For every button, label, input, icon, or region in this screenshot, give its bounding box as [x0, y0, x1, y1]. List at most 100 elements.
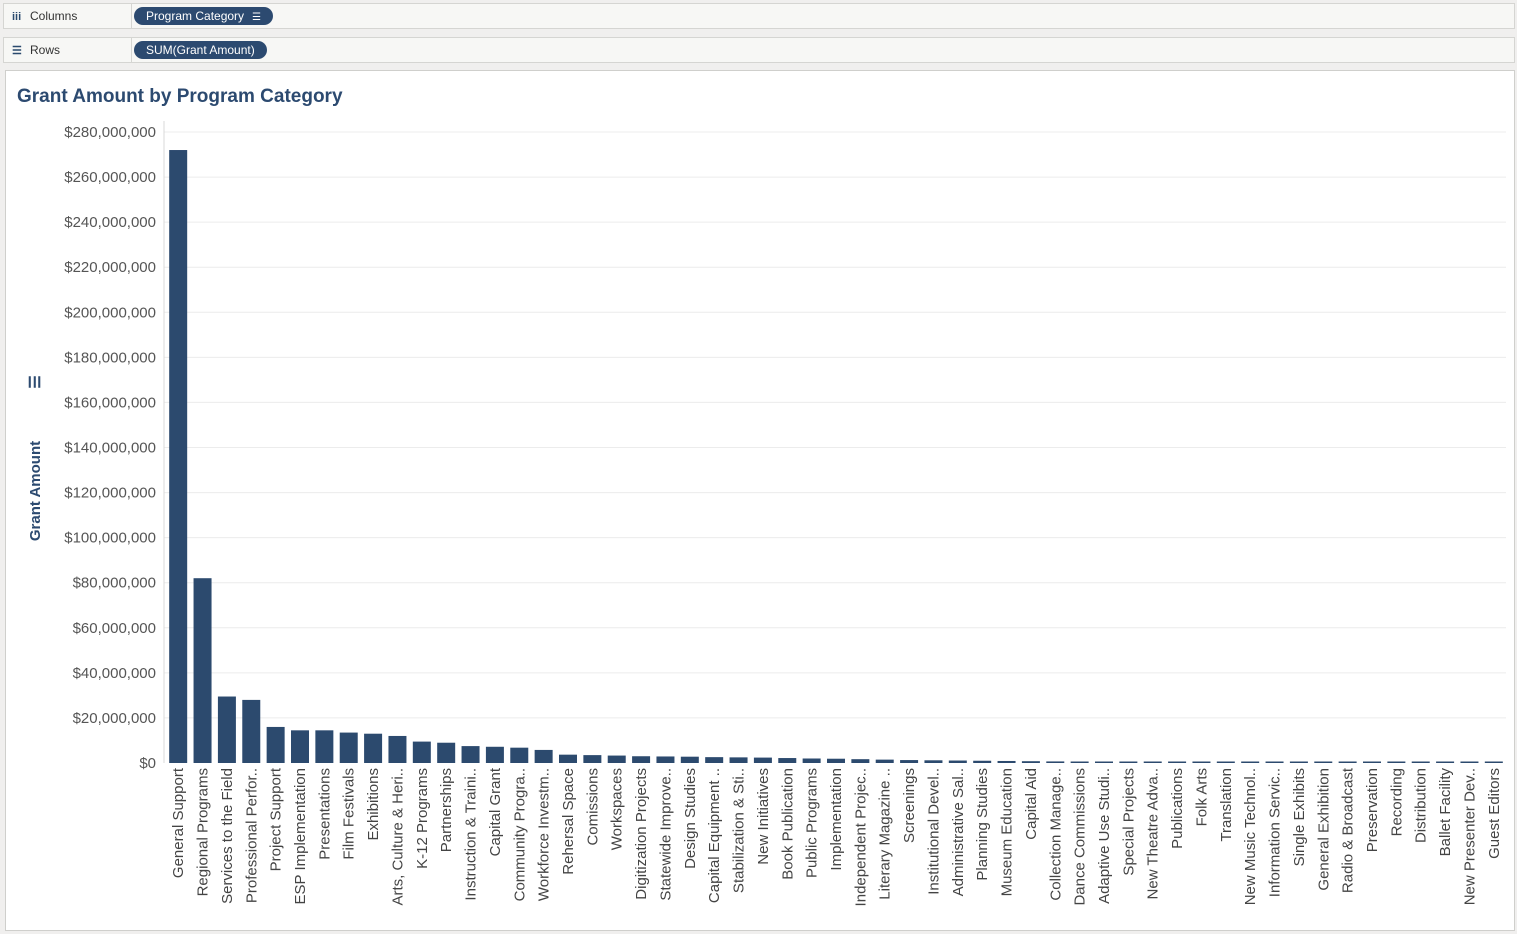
- bar: [778, 758, 797, 763]
- bar: [948, 760, 967, 763]
- x-tick-label: Single Exhibits: [1291, 768, 1308, 866]
- program-category-pill[interactable]: Program Category ☰: [134, 7, 274, 25]
- bar: [1265, 761, 1284, 763]
- rows-icon: ☰: [12, 45, 22, 57]
- bar: [339, 732, 358, 763]
- x-tick-label: Ballet Facility: [1437, 768, 1454, 857]
- x-tick-label: Information Servic..: [1267, 768, 1284, 897]
- x-tick-label: Translation: [1218, 768, 1235, 842]
- y-tick-label: $40,000,000: [73, 665, 156, 682]
- bar: [1241, 761, 1260, 763]
- x-tick-label: Planning Studies: [974, 768, 991, 881]
- bar: [997, 760, 1016, 763]
- y-tick-label: $160,000,000: [64, 394, 156, 411]
- x-tick-label: Guest Editors: [1486, 768, 1503, 859]
- bar: [1460, 761, 1479, 763]
- x-tick-label: Arts, Culture & Heri..: [389, 768, 406, 906]
- bar: [1484, 761, 1503, 763]
- x-tick-label: Distribution: [1413, 768, 1430, 843]
- bar: [510, 747, 529, 763]
- x-tick-label: Literary Magazine ..: [877, 768, 894, 900]
- bar: [1289, 761, 1308, 763]
- bar: [705, 757, 724, 763]
- bar: [485, 746, 504, 763]
- bar: [1338, 761, 1357, 763]
- sum-grant-amount-pill[interactable]: SUM(Grant Amount): [134, 41, 267, 59]
- bar: [559, 754, 577, 763]
- y-tick-label: $80,000,000: [73, 575, 156, 592]
- bar: [193, 578, 212, 763]
- columns-shelf-label: iii Columns: [12, 4, 77, 28]
- y-tick-label: $60,000,000: [73, 620, 156, 637]
- y-tick-label: $20,000,000: [73, 710, 156, 727]
- bar: [753, 757, 772, 763]
- y-tick-label: $260,000,000: [64, 169, 156, 186]
- x-tick-label: Preservation: [1364, 768, 1381, 852]
- x-tick-label: Digitization Projects: [633, 768, 650, 900]
- y-sort-icon: ☰: [27, 375, 44, 388]
- x-tick-label: Capital Equipment ..: [706, 768, 723, 903]
- x-tick-label: New Initiatives: [755, 768, 772, 865]
- x-tick-label: Recording: [1388, 768, 1405, 836]
- bar: [827, 758, 845, 763]
- columns-shelf: iii Columns Program Category ☰: [3, 3, 1515, 29]
- bar: [291, 730, 309, 763]
- x-tick-label: Implementation: [828, 768, 845, 871]
- shelf-divider: [131, 38, 132, 62]
- x-tick-label: ESP Implementation: [292, 768, 309, 904]
- bar: [1070, 761, 1089, 763]
- bar: [656, 756, 675, 763]
- x-tick-label: Administrative Sal..: [950, 768, 967, 896]
- x-tick-label: Instruction & Traini..: [463, 768, 480, 901]
- bar: [875, 759, 894, 763]
- bar: [388, 735, 407, 763]
- bar: [266, 726, 285, 763]
- x-tick-label: Book Publication: [779, 768, 796, 880]
- bar: [169, 150, 188, 763]
- bar: [973, 760, 992, 763]
- bar: [632, 756, 651, 763]
- x-tick-label: General Support: [170, 767, 187, 878]
- x-tick-label: Community Progra..: [511, 768, 528, 901]
- x-tick-label: Comissions: [584, 768, 601, 846]
- y-tick-label: $180,000,000: [64, 349, 156, 366]
- x-tick-label: New Presenter Dev..: [1461, 768, 1478, 905]
- shelf-divider: [131, 4, 132, 28]
- x-tick-label: Publications: [1169, 768, 1186, 849]
- x-tick-label: Dance Commissions: [1072, 768, 1089, 906]
- x-tick-label: Project Support: [268, 767, 285, 871]
- x-tick-label: Adaptive Use Studi..: [1096, 768, 1113, 904]
- x-tick-label: Exhibitions: [365, 768, 382, 841]
- x-tick-label: Rehersal Space: [560, 768, 577, 875]
- bar: [1143, 761, 1162, 763]
- bar: [1314, 761, 1333, 763]
- bar: [364, 733, 383, 763]
- x-tick-label: Presentations: [316, 768, 333, 860]
- bar: [607, 755, 626, 763]
- bar: [1216, 761, 1235, 763]
- bar: [851, 759, 870, 763]
- x-tick-label: Stabilization & Sti..: [731, 768, 748, 893]
- bar: [1436, 761, 1455, 763]
- x-tick-label: Special Projects: [1120, 768, 1137, 876]
- bar: [1411, 761, 1430, 763]
- bar: [1168, 761, 1187, 763]
- x-tick-label: Public Programs: [804, 768, 821, 878]
- x-tick-label: Independent Projec..: [852, 768, 869, 906]
- x-tick-label: Collection Manage..: [1047, 768, 1064, 901]
- bar: [729, 757, 748, 763]
- x-tick-label: Film Festivals: [341, 768, 358, 860]
- rows-shelf: ☰ Rows SUM(Grant Amount): [3, 37, 1515, 63]
- rows-shelf-label: ☰ Rows: [12, 38, 60, 62]
- bar: [1119, 761, 1138, 763]
- x-tick-label: Design Studies: [682, 768, 699, 869]
- x-tick-label: New Theatre Adva..: [1145, 768, 1162, 899]
- chart-title: Grant Amount by Program Category: [17, 86, 343, 107]
- x-tick-label: Statewide Improve..: [657, 768, 674, 901]
- columns-icon: iii: [12, 11, 22, 23]
- bar: [412, 741, 431, 763]
- x-tick-label: Museum Education: [999, 768, 1016, 896]
- chart-view: Grant Amount by Program Category $0 $20,0…: [5, 70, 1515, 931]
- y-tick-label: $200,000,000: [64, 304, 156, 321]
- sort-descending-icon[interactable]: ☰: [252, 12, 262, 23]
